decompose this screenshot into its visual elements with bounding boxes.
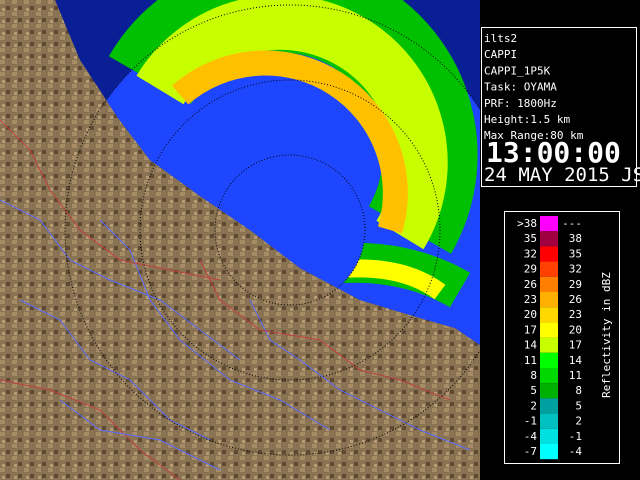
legend-lower: 29 [524, 263, 537, 276]
legend-lower: 32 [524, 247, 537, 260]
legend-upper: 35 [569, 247, 582, 260]
range-rings [64, 4, 480, 456]
legend-swatch [540, 322, 558, 338]
legend-swatch [540, 246, 558, 262]
legend-swatch [540, 231, 558, 247]
legend-lower: 23 [524, 293, 537, 306]
legend-lower: 35 [524, 232, 537, 245]
info-line: PRF: 1800Hz [484, 97, 557, 110]
legend-upper: 14 [569, 354, 583, 367]
legend-lower: 26 [524, 278, 537, 291]
legend-upper: -1 [569, 430, 582, 443]
legend-swatch [540, 444, 558, 460]
legend-lower: 11 [524, 354, 537, 367]
legend-upper: 5 [575, 399, 582, 412]
info-lines: ilts2 CAPPI CAPPI_1P5K Task: OYAMA PRF: 1800… [484, 32, 584, 142]
legend-lower: 20 [524, 308, 537, 321]
legend-upper: -4 [569, 445, 583, 458]
legend-upper: 2 [575, 415, 582, 428]
legend-swatch [540, 292, 558, 308]
legend-lower: 17 [524, 323, 537, 336]
rivers [0, 119, 471, 480]
legend-lower: 5 [530, 384, 537, 397]
legend-box [504, 211, 620, 464]
legend-lower: 8 [530, 369, 537, 382]
legend: >38 --- 35 38 32 35 29 32 26 29 23 26 20 23 17 20 14 17 11… [517, 216, 583, 460]
legend-upper: 32 [569, 263, 582, 276]
legend-upper: 23 [569, 308, 582, 321]
info-box [481, 27, 637, 187]
info-line: ilts2 [484, 32, 517, 45]
map [0, 0, 480, 480]
info-line: Height:1.5 km [484, 113, 570, 126]
legend-upper: 11 [569, 369, 582, 382]
legend-swatch [540, 398, 558, 414]
legend-lower: -1 [524, 415, 537, 428]
legend-swatch [540, 276, 558, 292]
legend-swatch [540, 368, 558, 384]
legend-lower: 2 [530, 399, 537, 412]
legend-upper: 26 [569, 293, 582, 306]
legend-swatch [540, 261, 558, 277]
legend-swatch [540, 352, 558, 368]
info-line: CAPPI_1P5K [484, 64, 551, 77]
time: 13:00:00 [486, 136, 621, 169]
info-line: Max Range:80 km [484, 129, 584, 142]
legend-lower: -4 [524, 430, 538, 443]
legend-upper: 17 [569, 339, 582, 352]
legend-upper: 20 [569, 323, 582, 336]
legend-upper: 29 [569, 278, 582, 291]
legend-lower: >38 [517, 217, 537, 230]
legend-swatch [540, 383, 558, 399]
info-line: CAPPI [484, 48, 517, 61]
legend-upper: 8 [575, 384, 582, 397]
legend-upper: --- [562, 217, 582, 230]
date: 24 MAY 2015 JST [484, 164, 640, 186]
legend-swatch [540, 413, 558, 429]
legend-upper: 38 [569, 232, 582, 245]
legend-swatch [540, 216, 558, 232]
legend-lower: -7 [524, 445, 537, 458]
legend-label: Reflectivity in dBZ [600, 272, 613, 398]
legend-swatch [540, 428, 558, 444]
legend-swatch [540, 337, 558, 353]
legend-lower: 14 [524, 339, 538, 352]
legend-swatch [540, 307, 558, 323]
info-line: Task: OYAMA [484, 81, 557, 94]
